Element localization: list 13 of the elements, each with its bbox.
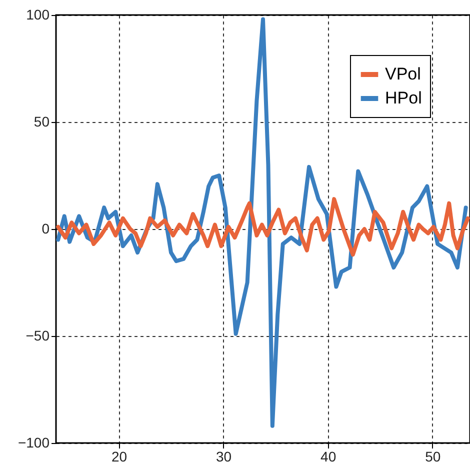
y-tick-label: −100 bbox=[18, 434, 50, 450]
y-tick-label: 50 bbox=[34, 114, 50, 130]
line-series bbox=[56, 17, 468, 428]
x-tick-label: 40 bbox=[320, 448, 336, 463]
x-tick-label: 30 bbox=[216, 448, 232, 463]
legend-label: HPol bbox=[385, 88, 422, 108]
line-series bbox=[56, 197, 470, 257]
y-tick-label: 100 bbox=[26, 6, 50, 22]
y-tick-label: −50 bbox=[26, 328, 50, 344]
x-tick-label: 20 bbox=[111, 448, 128, 463]
legend-label: VPol bbox=[385, 64, 421, 84]
x-tick-label: 50 bbox=[425, 448, 441, 463]
y-tick-label: 0 bbox=[42, 220, 50, 236]
